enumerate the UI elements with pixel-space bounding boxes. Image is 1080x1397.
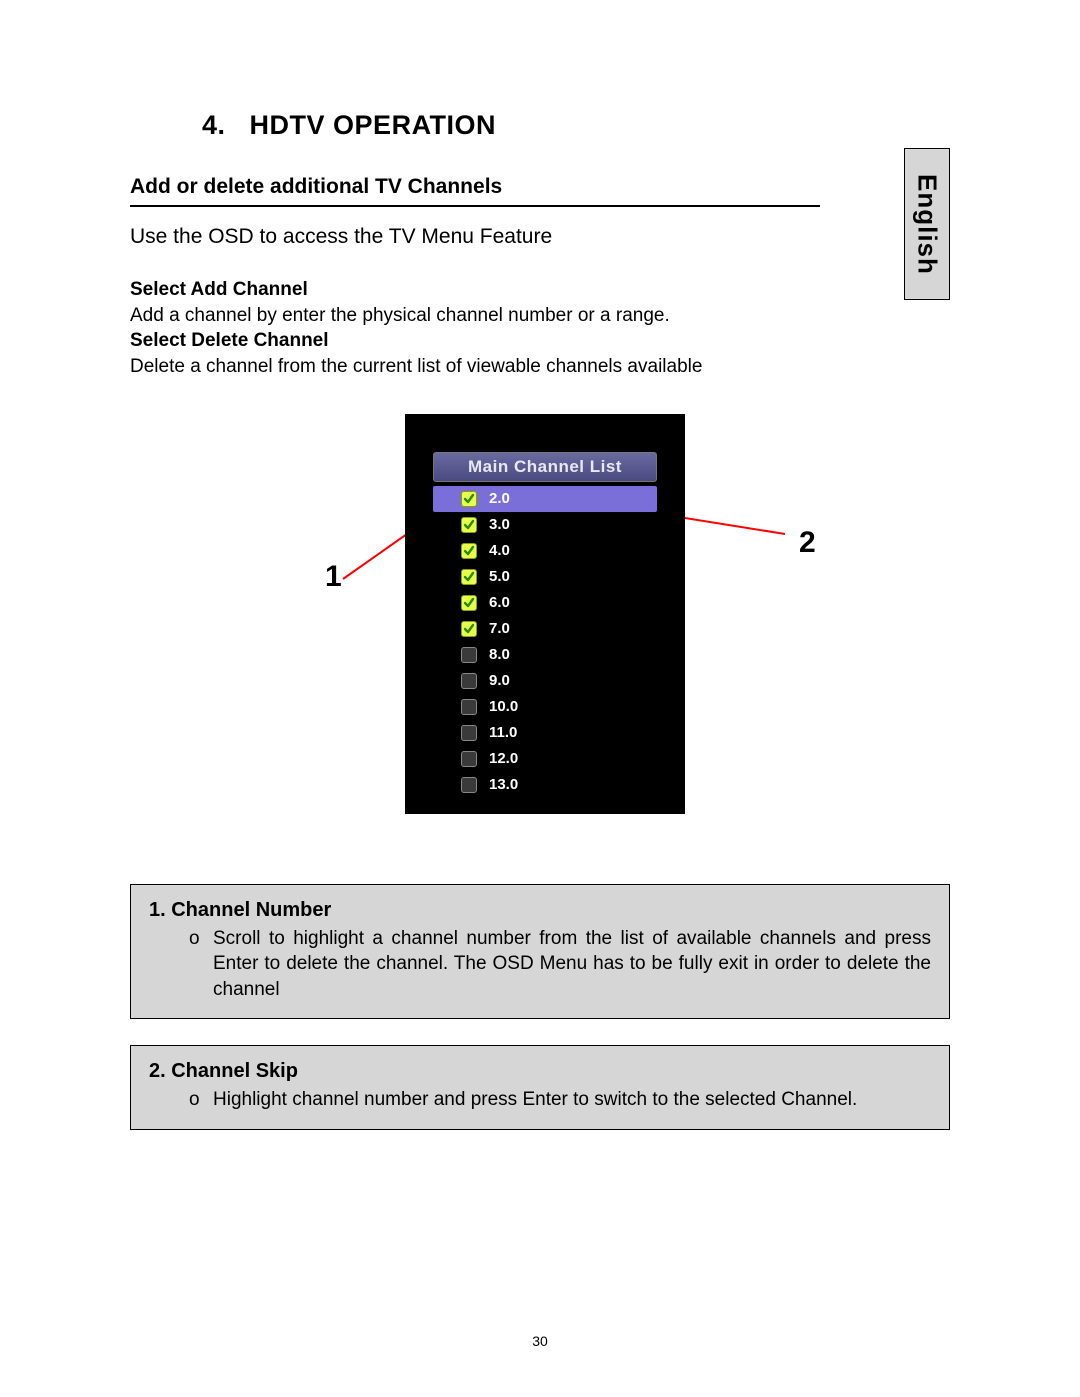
- info-heading-channel-number: 1. Channel Number: [149, 899, 931, 922]
- osd-screenshot: Main Channel List 2.0 3.0 4.0 5.0 6.0 7.0 8.0 9…: [405, 414, 685, 814]
- osd-channel-row[interactable]: 12.0: [433, 746, 657, 772]
- language-tab-label: English: [912, 174, 943, 275]
- document-page: English 4. HDTV OPERATION Add or delete …: [0, 0, 1080, 1397]
- info-heading-channel-skip: 2. Channel Skip: [149, 1060, 931, 1083]
- add-channel-heading: Select Add Channel: [130, 277, 960, 303]
- add-channel-body: Add a channel by enter the physical chan…: [130, 303, 960, 329]
- info-text-channel-number: Scroll to highlight a channel number fro…: [213, 926, 931, 1003]
- osd-title: Main Channel List: [433, 452, 657, 482]
- info-body-channel-number: o Scroll to highlight a channel number f…: [149, 926, 931, 1003]
- osd-channel-label: 7.0: [489, 620, 510, 637]
- info-box-channel-number: 1. Channel Number o Scroll to highlight …: [130, 884, 950, 1020]
- checkbox-unchecked-icon[interactable]: [461, 777, 477, 793]
- page-number: 30: [0, 1333, 1080, 1349]
- osd-channel-label: 8.0: [489, 646, 510, 663]
- bullet-icon: o: [189, 1087, 213, 1113]
- osd-channel-label: 4.0: [489, 542, 510, 559]
- checkbox-unchecked-icon[interactable]: [461, 751, 477, 767]
- osd-channel-row[interactable]: 3.0: [433, 512, 657, 538]
- info-text-channel-skip: Highlight channel number and press Enter…: [213, 1087, 857, 1113]
- osd-channel-label: 11.0: [489, 724, 517, 741]
- osd-row-list: 2.0 3.0 4.0 5.0 6.0 7.0 8.0 9.0 10.0 11.0 12.0 13.0: [433, 486, 657, 798]
- osd-figure-wrap: 1 2 Main Channel List 2.03.04.05.06.07.0…: [225, 414, 865, 844]
- osd-channel-row[interactable]: 5.0: [433, 564, 657, 590]
- checkbox-unchecked-icon[interactable]: [461, 699, 477, 715]
- osd-channel-row[interactable]: 2.0: [433, 486, 657, 512]
- osd-channel-label: 12.0: [489, 750, 518, 767]
- osd-channel-label: 13.0: [489, 776, 518, 793]
- divider: [130, 205, 820, 207]
- checkbox-checked-icon[interactable]: [461, 569, 477, 585]
- osd-channel-label: 5.0: [489, 568, 510, 585]
- intro-text: Use the OSD to access the TV Menu Featur…: [130, 225, 960, 249]
- checkbox-checked-icon[interactable]: [461, 543, 477, 559]
- osd-channel-row[interactable]: 8.0: [433, 642, 657, 668]
- instructions-block: Select Add Channel Add a channel by ente…: [130, 277, 960, 380]
- osd-channel-row[interactable]: 9.0: [433, 668, 657, 694]
- checkbox-checked-icon[interactable]: [461, 595, 477, 611]
- checkbox-unchecked-icon[interactable]: [461, 725, 477, 741]
- info-body-channel-skip: o Highlight channel number and press Ent…: [149, 1087, 931, 1113]
- osd-channel-row[interactable]: 10.0: [433, 694, 657, 720]
- section-title: 4. HDTV OPERATION: [202, 110, 960, 141]
- delete-channel-body: Delete a channel from the current list o…: [130, 354, 960, 380]
- subsection-title: Add or delete additional TV Channels: [130, 175, 960, 199]
- checkbox-checked-icon[interactable]: [461, 517, 477, 533]
- osd-channel-label: 6.0: [489, 594, 510, 611]
- osd-channel-row[interactable]: 4.0: [433, 538, 657, 564]
- checkbox-checked-icon[interactable]: [461, 621, 477, 637]
- checkbox-unchecked-icon[interactable]: [461, 647, 477, 663]
- osd-channel-row[interactable]: 11.0: [433, 720, 657, 746]
- info-box-channel-skip: 2. Channel Skip o Highlight channel numb…: [130, 1045, 950, 1130]
- osd-channel-label: 9.0: [489, 672, 510, 689]
- osd-channel-row[interactable]: 13.0: [433, 772, 657, 798]
- language-tab: English: [904, 148, 950, 300]
- checkbox-checked-icon[interactable]: [461, 491, 477, 507]
- osd-channel-label: 3.0: [489, 516, 510, 533]
- bullet-icon: o: [189, 926, 213, 1003]
- checkbox-unchecked-icon[interactable]: [461, 673, 477, 689]
- delete-channel-heading: Select Delete Channel: [130, 328, 960, 354]
- osd-channel-row[interactable]: 7.0: [433, 616, 657, 642]
- osd-channel-label: 2.0: [489, 490, 510, 507]
- section-number: 4.: [202, 110, 226, 140]
- section-title-text: HDTV OPERATION: [250, 110, 497, 140]
- osd-channel-row[interactable]: 6.0: [433, 590, 657, 616]
- osd-channel-label: 10.0: [489, 698, 518, 715]
